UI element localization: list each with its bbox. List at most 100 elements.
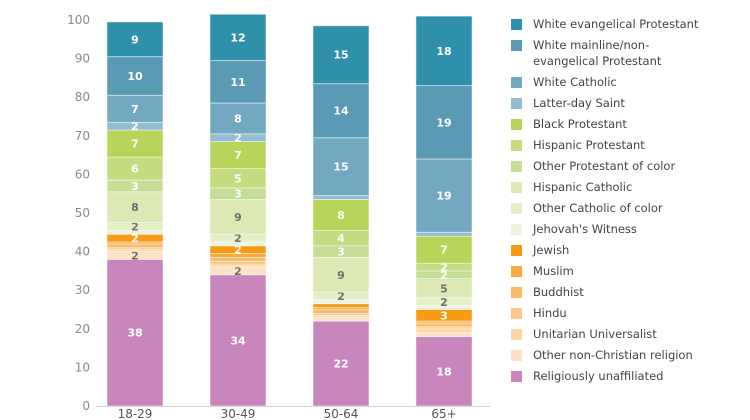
legend-swatch bbox=[511, 182, 522, 193]
data-label: 5 bbox=[234, 172, 242, 185]
y-tick-label: 30 bbox=[75, 283, 90, 297]
bar-segment bbox=[209, 60, 267, 104]
x-tick-label: 50-64 bbox=[324, 407, 359, 420]
bar-segment bbox=[312, 25, 370, 85]
y-axis: 0 10 20 30 40 50 60 70 80 90 100 bbox=[67, 13, 90, 413]
data-label: 7 bbox=[234, 149, 242, 162]
bar-segment bbox=[415, 322, 473, 328]
bar-segment bbox=[415, 328, 473, 334]
legend-swatch bbox=[511, 329, 522, 340]
legend-item: White mainline/non-evangelical Protestan… bbox=[511, 37, 746, 69]
y-tick-label: 60 bbox=[75, 167, 90, 181]
legend-item: Other Protestant of color bbox=[511, 158, 746, 174]
legend-label: Jewish bbox=[533, 243, 570, 257]
data-label: 38 bbox=[127, 327, 142, 340]
legend-label: Other non-Christian religion bbox=[533, 348, 693, 362]
y-tick-label: 90 bbox=[75, 52, 90, 66]
legend-item: Jewish bbox=[511, 242, 746, 258]
y-tick-label: 20 bbox=[75, 322, 90, 336]
legend-swatch bbox=[511, 140, 522, 151]
legend-item: Jehovah's Witness bbox=[511, 221, 746, 237]
data-label: 2 bbox=[234, 132, 242, 145]
bar-segment bbox=[415, 85, 473, 160]
bar-segment bbox=[415, 15, 473, 87]
data-label: 2 bbox=[234, 265, 242, 278]
legend-item: Muslim bbox=[511, 263, 746, 279]
legend-swatch bbox=[511, 119, 522, 130]
legend-item: Religiously unaffiliated bbox=[511, 368, 746, 384]
legend-swatch bbox=[511, 224, 522, 235]
bar-segment bbox=[106, 129, 164, 158]
legend-swatch bbox=[511, 19, 522, 30]
legend-label: White mainline/non-evangelical Protestan… bbox=[533, 38, 662, 68]
data-label: 3 bbox=[234, 188, 242, 201]
legend-label: Jehovah's Witness bbox=[533, 222, 637, 236]
data-label: 2 bbox=[440, 296, 448, 309]
data-label: 2 bbox=[234, 232, 242, 245]
legend: White evangelical Protestant White mainli… bbox=[511, 16, 746, 389]
legend-item: Latter-day Saint bbox=[511, 95, 746, 111]
legend-item: Buddhist bbox=[511, 284, 746, 300]
x-tick-label: 30-49 bbox=[221, 407, 256, 420]
legend-label: Black Protestant bbox=[533, 117, 627, 131]
data-label: 7 bbox=[131, 138, 139, 151]
bar-segment bbox=[106, 191, 164, 224]
legend-item: Hindu bbox=[511, 305, 746, 321]
legend-label: Muslim bbox=[533, 264, 574, 278]
data-label: 8 bbox=[337, 209, 345, 222]
y-tick-label: 0 bbox=[82, 399, 90, 413]
legend-label: Hindu bbox=[533, 306, 567, 320]
legend-swatch bbox=[511, 40, 522, 51]
legend-label: Hispanic Catholic bbox=[533, 180, 633, 194]
data-label: 9 bbox=[234, 211, 242, 224]
legend-swatch bbox=[511, 161, 522, 172]
legend-item: Other Catholic of color bbox=[511, 200, 746, 216]
data-label: 8 bbox=[234, 112, 242, 125]
bar-segment bbox=[209, 199, 267, 235]
x-tick-label: 18-29 bbox=[118, 407, 153, 420]
data-label: 2 bbox=[234, 244, 242, 257]
bar-segment bbox=[209, 102, 267, 135]
legend-item: White evangelical Protestant bbox=[511, 16, 746, 32]
bars: 3822283672710934222935728111222293481514… bbox=[106, 13, 473, 407]
data-label: 11 bbox=[230, 76, 245, 89]
data-label: 5 bbox=[440, 282, 448, 295]
y-tick-label: 40 bbox=[75, 245, 90, 259]
data-label: 2 bbox=[440, 269, 448, 282]
legend-item: Other non-Christian religion bbox=[511, 347, 746, 363]
legend-swatch bbox=[511, 203, 522, 214]
bar-segment bbox=[312, 199, 370, 231]
data-label: 3 bbox=[131, 180, 139, 193]
data-label: 14 bbox=[333, 105, 349, 118]
bar-segment bbox=[209, 274, 267, 407]
data-label: 19 bbox=[436, 190, 451, 203]
legend-swatch bbox=[511, 77, 522, 88]
bar-segment bbox=[106, 258, 164, 407]
legend-label: Buddhist bbox=[533, 285, 584, 299]
legend-swatch bbox=[511, 98, 522, 109]
bar-segment bbox=[415, 332, 473, 337]
data-label: 34 bbox=[230, 334, 246, 347]
legend-swatch bbox=[511, 350, 522, 361]
bar-segment bbox=[312, 256, 370, 293]
data-label: 18 bbox=[436, 365, 451, 378]
bar-segment bbox=[209, 13, 267, 61]
data-label: 22 bbox=[333, 358, 348, 371]
bar-segment bbox=[106, 56, 164, 96]
bar-segment bbox=[312, 309, 370, 314]
legend-label: Other Protestant of color bbox=[533, 159, 676, 173]
legend-label: White Catholic bbox=[533, 75, 617, 89]
bar-segment bbox=[415, 158, 473, 233]
legend-label: Religiously unaffiliated bbox=[533, 369, 664, 383]
data-label: 2 bbox=[131, 232, 139, 245]
data-label: 2 bbox=[131, 221, 139, 234]
bar-segment bbox=[415, 231, 473, 237]
legend-item: White Catholic bbox=[511, 74, 746, 90]
data-label: 3 bbox=[440, 309, 448, 322]
y-tick-label: 70 bbox=[75, 129, 90, 143]
data-label: 2 bbox=[131, 249, 139, 262]
data-label: 19 bbox=[436, 116, 451, 129]
